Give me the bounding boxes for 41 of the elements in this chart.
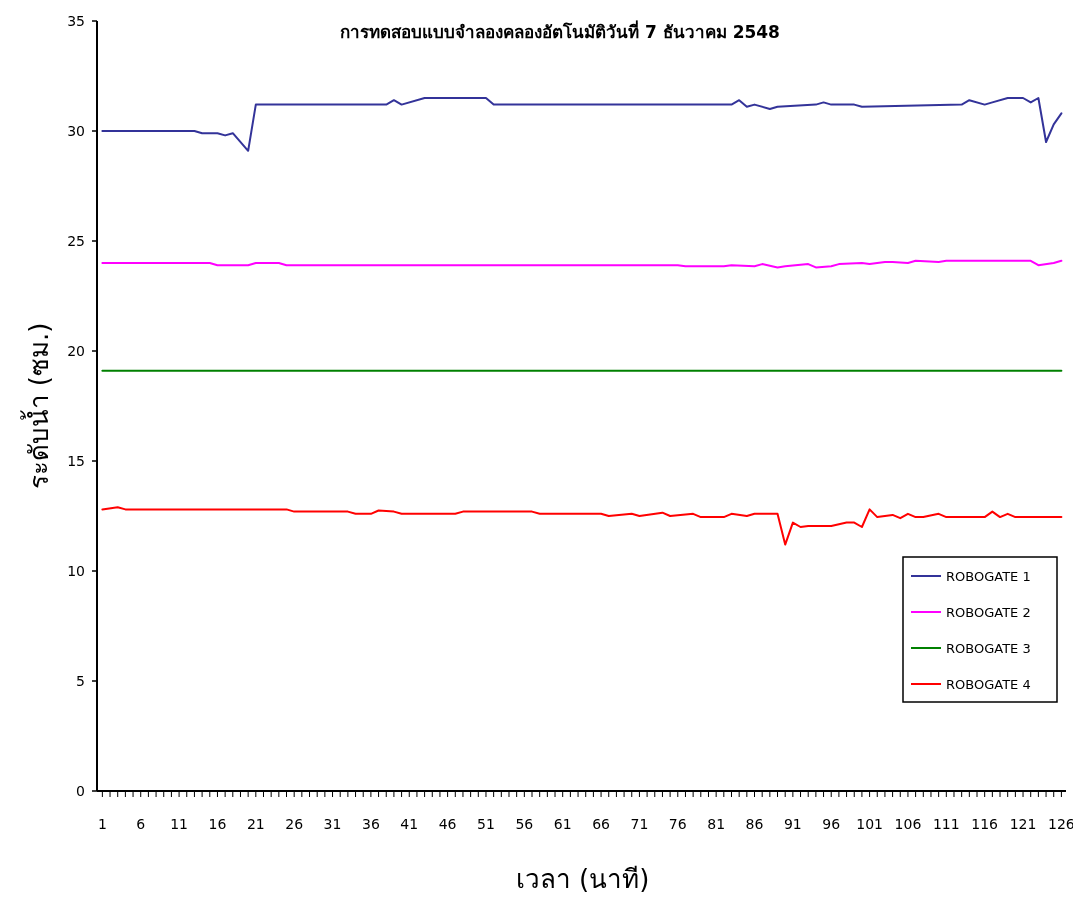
x-tick-label: 106 [894, 816, 922, 832]
y-axis-title: ระดับน้ำ (ซม.) [20, 322, 54, 490]
y-tick-label: 10 [67, 563, 85, 579]
x-tick-label: 21 [246, 816, 265, 832]
y-tick-label: 15 [67, 453, 85, 469]
x-tick-label: 76 [668, 816, 687, 832]
x-tick-label: 11 [170, 816, 189, 832]
x-tick-label: 61 [553, 816, 572, 832]
x-tick-label: 126 [1048, 816, 1073, 832]
legend-label: ROBOGATE 1 [946, 569, 1031, 584]
x-tick-label: 66 [592, 816, 611, 832]
x-tick-label: 26 [285, 816, 304, 832]
x-tick-label: 101 [856, 816, 883, 832]
x-tick-label: 91 [783, 816, 802, 832]
x-tick-label: 71 [630, 816, 649, 832]
x-axis-title: เวลา (นาที) [515, 864, 650, 894]
legend-label: ROBOGATE 4 [946, 677, 1031, 692]
x-tick-label: 81 [707, 816, 726, 832]
x-tick-label: 1 [97, 816, 107, 832]
legend-label: ROBOGATE 2 [946, 605, 1031, 620]
x-tick-label: 86 [745, 816, 764, 832]
y-tick-label: 20 [67, 343, 85, 359]
y-tick-label: 25 [67, 233, 85, 249]
x-tick-label: 96 [822, 816, 841, 832]
x-tick-label: 56 [515, 816, 534, 832]
x-tick-label: 46 [438, 816, 457, 832]
y-tick-label: 5 [76, 673, 85, 689]
x-tick-label: 16 [208, 816, 227, 832]
x-tick-label: 6 [136, 816, 146, 832]
x-tick-label: 41 [400, 816, 419, 832]
x-tick-label: 36 [361, 816, 380, 832]
x-tick-label: 31 [323, 816, 342, 832]
x-tick-label: 51 [477, 816, 495, 832]
x-tick-label: 116 [971, 816, 999, 832]
x-tick-label: 111 [932, 816, 960, 832]
y-tick-label: 0 [76, 783, 85, 799]
chart-title: การทดสอบแบบจำลองคลองอัตโนมัติวันที่ 7 ธันวาคม 2548 [340, 20, 780, 42]
x-tick-label: 121 [1009, 816, 1037, 832]
y-tick-label: 30 [67, 123, 85, 139]
y-tick-label: 35 [67, 13, 85, 29]
legend-label: ROBOGATE 3 [946, 641, 1031, 656]
